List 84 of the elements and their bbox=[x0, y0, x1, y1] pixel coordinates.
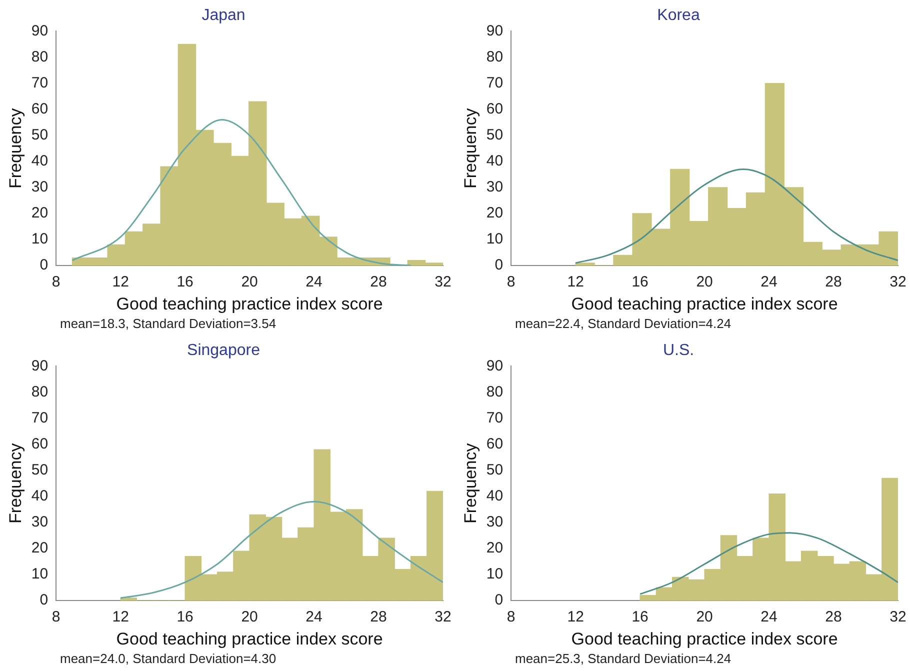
y-axis-title: Frequency bbox=[460, 108, 480, 189]
x-tick-label: 24 bbox=[306, 608, 322, 626]
chart-title: Singapore bbox=[187, 342, 260, 360]
y-tick-label: 50 bbox=[31, 126, 48, 144]
y-tick-label: 60 bbox=[486, 435, 504, 452]
x-tick-label: 24 bbox=[760, 608, 778, 626]
y-tick-label: 90 bbox=[31, 22, 48, 40]
y-tick-label: 20 bbox=[486, 540, 504, 557]
text: mean=25.3, Standard Deviation=4.24 bbox=[514, 650, 732, 668]
x-tick-label: 12 bbox=[567, 608, 584, 626]
x-tick-label: 28 bbox=[370, 274, 387, 291]
y-tick-label: 50 bbox=[486, 126, 504, 144]
y-tick-label: 20 bbox=[31, 204, 48, 222]
y-axis-title: Frequency bbox=[6, 442, 25, 524]
y-tick-label: 70 bbox=[31, 74, 48, 92]
x-tick-label: 28 bbox=[825, 274, 842, 291]
y-tick-label: 50 bbox=[486, 462, 504, 479]
y-tick-label: 90 bbox=[486, 357, 504, 374]
y-tick-label: 60 bbox=[486, 100, 504, 118]
y-tick-label: 80 bbox=[31, 383, 48, 400]
x-axis-title: Good teaching practice index score bbox=[116, 629, 383, 648]
x-tick-label: 32 bbox=[434, 608, 452, 626]
y-tick-label: 10 bbox=[31, 566, 48, 583]
y-tick-label: 0 bbox=[40, 256, 48, 274]
text: mean=24.0, Standard Deviation=4.30 bbox=[59, 650, 278, 668]
y-tick-label: 40 bbox=[486, 488, 504, 505]
x-tick-label: 28 bbox=[825, 608, 842, 626]
y-tick-label: 60 bbox=[31, 435, 48, 452]
chart-title: Korea bbox=[657, 7, 700, 24]
text: mean=18.3, Standard Deviation=3.54 bbox=[59, 315, 278, 333]
y-tick-label: 10 bbox=[31, 230, 48, 248]
y-tick-label: 30 bbox=[31, 514, 48, 531]
x-tick-label: 24 bbox=[306, 274, 322, 291]
y-tick-label: 90 bbox=[486, 22, 504, 40]
x-tick-label: 20 bbox=[241, 608, 258, 626]
x-tick-label: 20 bbox=[696, 274, 713, 291]
x-tick-label: 32 bbox=[890, 608, 906, 626]
x-tick-label: 28 bbox=[370, 608, 387, 626]
x-tick-label: 12 bbox=[112, 608, 129, 626]
y-tick-label: 40 bbox=[31, 488, 48, 505]
x-tick-label: 16 bbox=[176, 608, 194, 626]
y-tick-label: 30 bbox=[31, 178, 48, 196]
x-tick-label: 32 bbox=[890, 274, 906, 291]
y-tick-label: 0 bbox=[40, 592, 48, 609]
text: mean=22.4, Standard Deviation=4.24 bbox=[514, 315, 732, 333]
x-axis-title: Good teaching practice index score bbox=[571, 629, 838, 648]
y-tick-label: 0 bbox=[494, 592, 504, 609]
x-tick-label: 16 bbox=[176, 274, 194, 291]
y-tick-label: 30 bbox=[486, 514, 504, 531]
y-tick-label: 80 bbox=[486, 383, 504, 400]
x-tick-label: 12 bbox=[112, 274, 129, 291]
y-tick-label: 40 bbox=[31, 152, 48, 170]
y-tick-label: 20 bbox=[31, 540, 48, 557]
x-tick-label: 8 bbox=[506, 608, 516, 626]
x-tick-label: 12 bbox=[567, 274, 584, 291]
x-axis-title: Good teaching practice index score bbox=[116, 294, 383, 314]
y-tick-label: 70 bbox=[486, 74, 504, 92]
x-tick-label: 24 bbox=[760, 274, 778, 291]
y-tick-label: 30 bbox=[486, 178, 504, 196]
y-tick-label: 90 bbox=[31, 357, 48, 374]
x-tick-label: 8 bbox=[52, 608, 60, 626]
x-axis-title: Good teaching practice index score bbox=[571, 294, 838, 314]
x-tick-label: 8 bbox=[506, 274, 516, 291]
y-axis-title: Frequency bbox=[6, 108, 25, 189]
chart-title: Japan bbox=[202, 7, 246, 24]
x-tick-label: 20 bbox=[241, 274, 258, 291]
x-tick-label: 16 bbox=[632, 274, 648, 291]
x-tick-label: 20 bbox=[696, 608, 713, 626]
chart-title: U.S. bbox=[662, 342, 694, 360]
y-tick-label: 80 bbox=[486, 48, 504, 66]
y-tick-label: 50 bbox=[31, 462, 48, 479]
y-axis-title: Frequency bbox=[460, 442, 480, 524]
x-tick-label: 8 bbox=[52, 274, 60, 291]
y-tick-label: 80 bbox=[31, 48, 48, 66]
x-tick-label: 32 bbox=[434, 274, 452, 291]
x-tick-label: 16 bbox=[632, 608, 648, 626]
y-tick-label: 70 bbox=[31, 409, 48, 426]
y-tick-label: 0 bbox=[494, 256, 504, 274]
y-tick-label: 10 bbox=[486, 566, 504, 583]
y-tick-label: 40 bbox=[486, 152, 504, 170]
y-tick-label: 20 bbox=[486, 204, 504, 222]
y-tick-label: 60 bbox=[31, 100, 48, 118]
y-tick-label: 70 bbox=[486, 409, 504, 426]
y-tick-label: 10 bbox=[486, 230, 504, 248]
